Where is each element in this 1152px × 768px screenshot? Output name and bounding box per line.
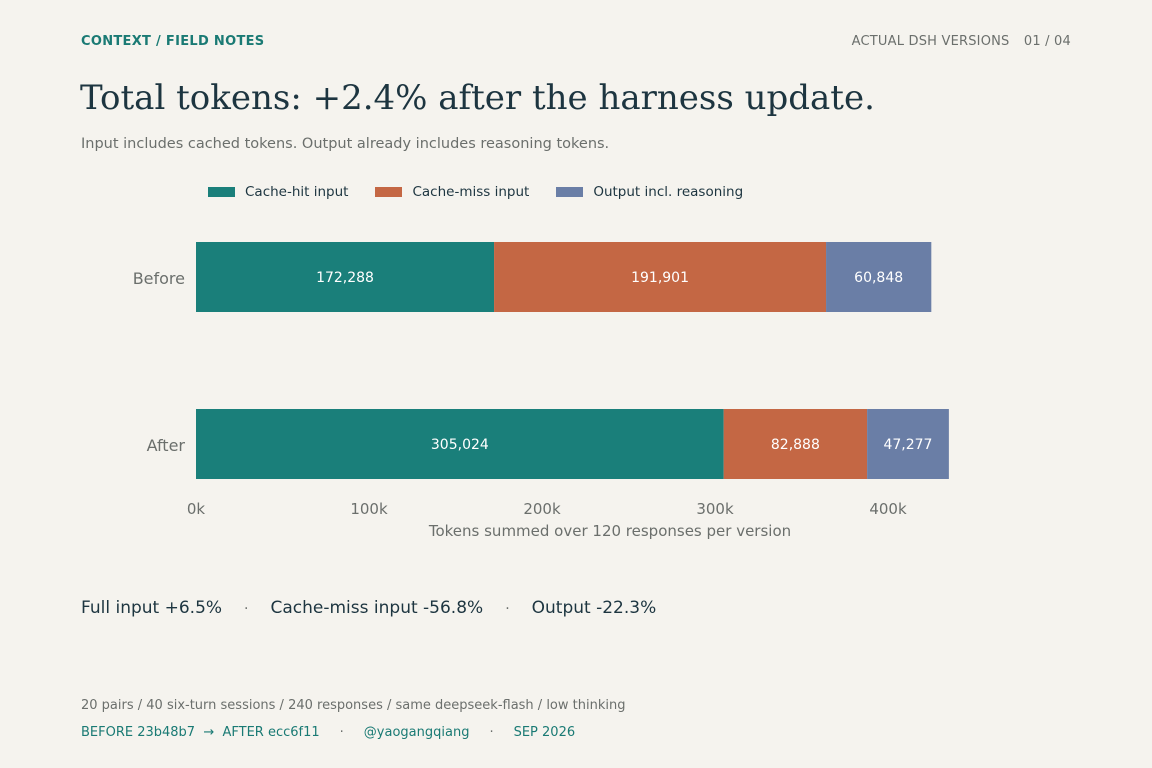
x-axis-label: Tokens summed over 120 responses per ver… bbox=[428, 522, 791, 540]
data-label-before-cache-hit: 172,288 bbox=[316, 270, 374, 286]
bar-after-cache-hit bbox=[196, 409, 724, 479]
x-tick-label: 400k bbox=[869, 500, 907, 518]
top-right-header: ACTUAL DSH VERSIONS 01 / 04 bbox=[852, 34, 1071, 49]
stat-separator: · bbox=[505, 601, 510, 617]
data-label-after-cache-miss: 82,888 bbox=[771, 437, 820, 453]
legend-swatch-output bbox=[556, 187, 584, 197]
x-tick-label: 0k bbox=[187, 500, 206, 518]
footer-separator: · bbox=[489, 725, 494, 740]
category-label-after: After bbox=[147, 436, 186, 455]
data-label-after-cache-hit: 305,024 bbox=[431, 437, 489, 453]
x-tick-label: 300k bbox=[696, 500, 734, 518]
footer-date: SEP 2026 bbox=[513, 725, 576, 740]
bar-after-output bbox=[867, 409, 949, 479]
footer-versions: BEFORE 23b48b7 → AFTER ecc6f11 bbox=[81, 725, 320, 740]
footer-meta: BEFORE 23b48b7 → AFTER ecc6f11 · @yaogangq… bbox=[81, 725, 575, 740]
legend-item-output: Output incl. reasoning bbox=[556, 184, 743, 200]
legend-item-cache-hit: Cache-hit input bbox=[208, 184, 348, 200]
legend-label-output: Output incl. reasoning bbox=[593, 184, 744, 200]
bar-before-cache-hit bbox=[196, 242, 495, 312]
delta-stats: Full input +6.5% · Cache-miss input -56.8%… bbox=[81, 598, 656, 618]
chart-title: Total tokens: +2.4% after the harness up… bbox=[80, 78, 875, 118]
data-label-before-output: 60,848 bbox=[854, 270, 903, 286]
versions-label: ACTUAL DSH VERSIONS bbox=[851, 34, 1010, 49]
x-tick-label: 200k bbox=[523, 500, 561, 518]
footer-separator: · bbox=[339, 725, 344, 740]
page-indicator: 01 / 04 bbox=[1023, 34, 1071, 49]
kicker: CONTEXT / FIELD NOTES bbox=[81, 34, 265, 49]
x-tick-label: 100k bbox=[350, 500, 388, 518]
stat-separator: · bbox=[244, 601, 249, 617]
stat-output: Output -22.3% bbox=[531, 598, 657, 618]
bar-before-output bbox=[826, 242, 932, 312]
stat-full-input: Full input +6.5% bbox=[81, 598, 223, 618]
legend-label-cache-hit: Cache-hit input bbox=[245, 184, 349, 200]
bar-before-cache-miss bbox=[494, 242, 827, 312]
legend-item-cache-miss: Cache-miss input bbox=[375, 184, 529, 200]
stat-cache-miss: Cache-miss input -56.8% bbox=[270, 598, 484, 618]
legend-label-cache-miss: Cache-miss input bbox=[412, 184, 530, 200]
stacked-bar-chart: 172,288 191,901 60,848 Before 305,024 82,888 4… bbox=[133, 242, 949, 540]
chart-legend: Cache-hit input Cache-miss input Output … bbox=[208, 184, 770, 200]
footer-handle: @yaogangqiang bbox=[363, 725, 470, 740]
category-label-before: Before bbox=[133, 269, 185, 288]
chart-subtitle: Input includes cached tokens. Output alr… bbox=[81, 136, 610, 152]
footer-method: 20 pairs / 40 six-turn sessions / 240 re… bbox=[81, 698, 626, 713]
legend-swatch-cache-miss bbox=[375, 187, 403, 197]
data-label-after-output: 47,277 bbox=[883, 437, 932, 453]
legend-swatch-cache-hit bbox=[208, 187, 235, 197]
bar-after-cache-miss bbox=[723, 409, 868, 479]
data-label-before-cache-miss: 191,901 bbox=[631, 270, 689, 286]
